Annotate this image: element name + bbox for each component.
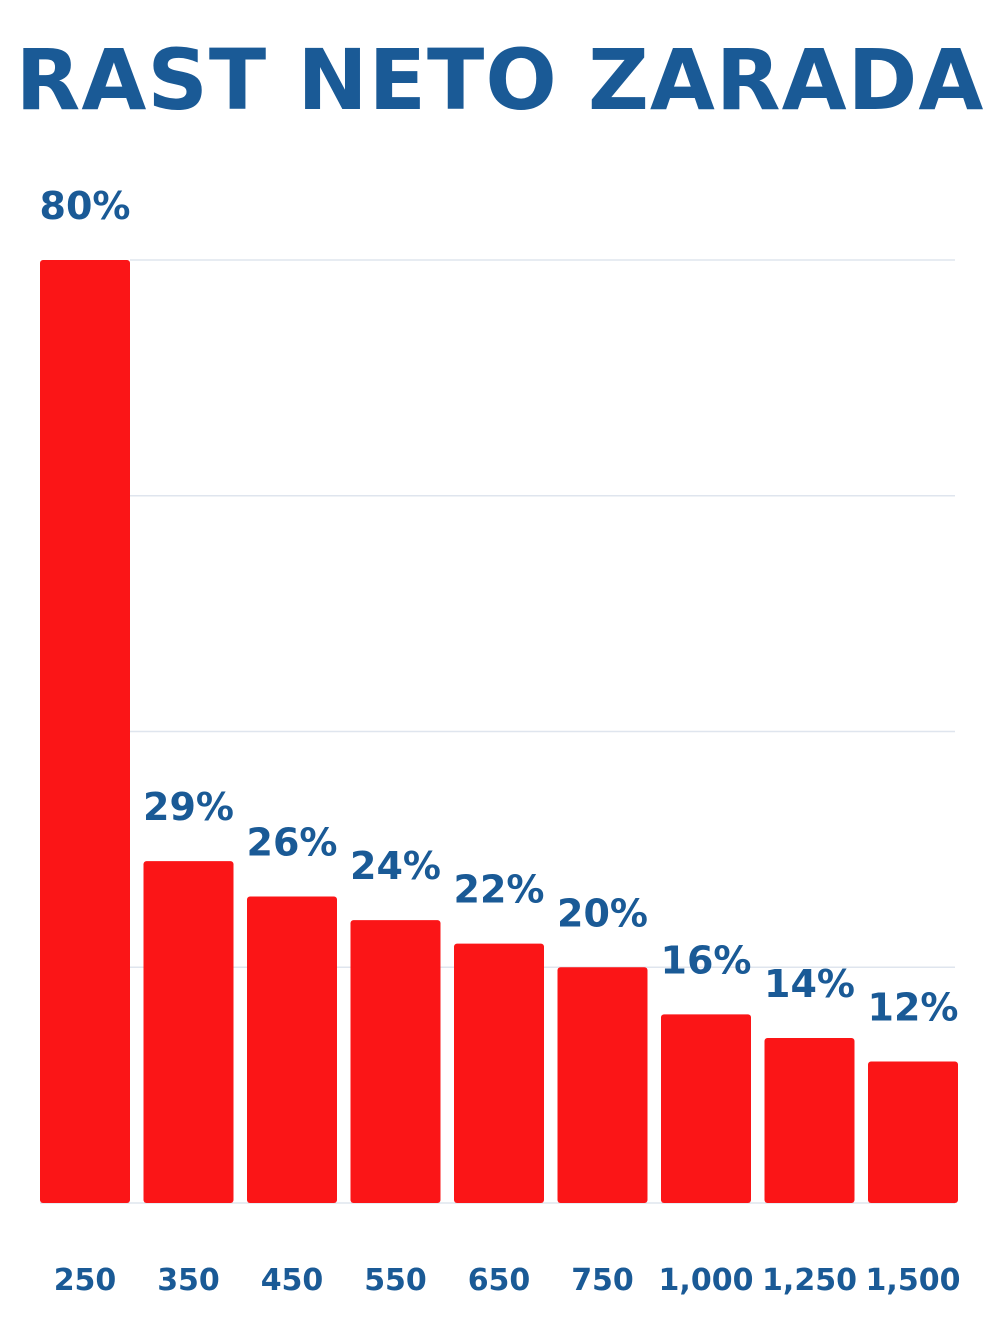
bar-250: [40, 260, 130, 1203]
x-tick-label-1250: 1,250: [762, 1263, 857, 1298]
x-tick-label-1000: 1,000: [659, 1263, 754, 1298]
bar-1500: [868, 1061, 958, 1203]
x-tick-label-1500: 1,500: [866, 1263, 961, 1298]
data-label-750: 20%: [557, 891, 648, 935]
x-tick-label-550: 550: [364, 1263, 427, 1298]
data-label-1250: 14%: [764, 962, 855, 1006]
bar-550: [350, 920, 441, 1203]
x-tick-label-750: 750: [571, 1263, 634, 1298]
x-tick-label-350: 350: [157, 1263, 220, 1298]
bar-650: [454, 943, 544, 1203]
x-tick-label-250: 250: [54, 1263, 117, 1298]
data-label-550: 24%: [350, 844, 441, 888]
data-label-650: 22%: [454, 868, 545, 912]
bar-450: [247, 896, 337, 1203]
data-label-1000: 16%: [661, 938, 752, 982]
data-label-250: 80%: [40, 184, 131, 228]
bar-1250: [764, 1037, 855, 1203]
x-tick-label-650: 650: [468, 1263, 531, 1298]
data-label-1500: 12%: [868, 986, 959, 1030]
chart-title: RAST NETO ZARADA: [15, 31, 985, 129]
bar-350: [143, 861, 234, 1203]
data-label-450: 26%: [247, 821, 338, 865]
data-label-350: 29%: [143, 785, 234, 829]
bar-750: [557, 967, 648, 1203]
data-label-layer: 80% 29% 26% 24% 22% 20% 16% 14% 12%: [40, 184, 959, 1030]
x-tick-layer: 250 350 450 550 650 750 1,000 1,250 1,500: [54, 1263, 961, 1298]
bar-layer: [40, 260, 958, 1203]
x-tick-label-450: 450: [261, 1263, 324, 1298]
bar-1000: [661, 1014, 751, 1203]
